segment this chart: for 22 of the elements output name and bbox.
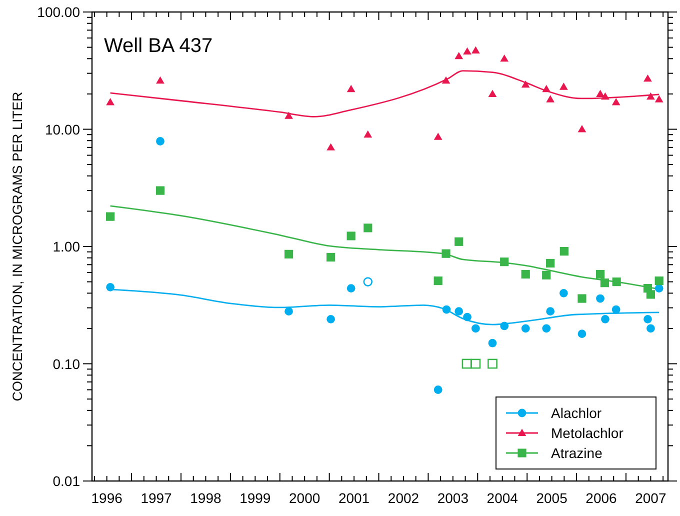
x-tick-label: 2002: [388, 490, 420, 506]
x-tick-label: 2006: [586, 490, 618, 506]
y-tick-label: 100.00: [37, 4, 80, 20]
x-tick-label: 2004: [486, 490, 518, 506]
x-tick-label: 1999: [240, 490, 271, 506]
text: Well BA 437: [104, 35, 213, 57]
x-tick-label: 2001: [338, 490, 370, 506]
legend-label: Metolachlor: [551, 425, 624, 441]
legend-label: Alachlor: [551, 405, 602, 421]
y-tick-label: 0.01: [52, 473, 80, 489]
x-tick-label: 2007: [635, 490, 666, 506]
x-tick-label: 1998: [190, 490, 222, 506]
x-tick-label: 1997: [140, 490, 172, 506]
y-axis-title: CONCENTRATION, IN MICROGRAMS PER LITER: [10, 91, 25, 402]
x-tick-label: 2005: [536, 490, 568, 506]
x-tick-label: 2000: [289, 490, 320, 506]
y-tick-label: 10.00: [44, 121, 80, 138]
x-tick-label: 2003: [437, 490, 469, 506]
x-tick-label: 1996: [91, 490, 123, 506]
legend-label: Atrazine: [551, 445, 603, 461]
y-tick-label: 1.00: [52, 238, 80, 254]
y-tick-label: 0.10: [52, 356, 80, 372]
